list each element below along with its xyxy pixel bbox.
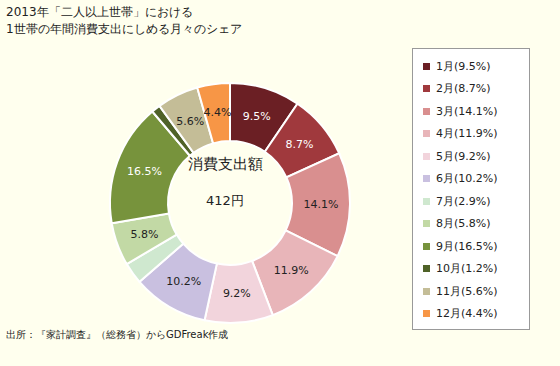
svg-text:消費支出額: 消費支出額 (188, 155, 263, 173)
svg-text:8.7%: 8.7% (286, 138, 314, 151)
html-text:出所：『家計調査』（総務省）からGDFreak作成: 出所：『家計調査』（総務省）からGDFreak作成 (6, 329, 229, 340)
html-text:1世帯の年間消費支出にしめる月々のシェア: 1世帯の年間消費支出にしめる月々のシェア (6, 22, 242, 36)
svg-text:9.5%: 9.5% (243, 110, 271, 123)
svg-text:14.1%: 14.1% (304, 198, 339, 211)
html-text:5月(9.2%): 5月(9.2%) (436, 149, 491, 163)
html-text:7月(2.9%): 7月(2.9%) (436, 194, 491, 208)
html-text:8月(5.8%): 8月(5.8%) (436, 217, 491, 231)
svg-text:10.2%: 10.2% (166, 275, 201, 288)
html-text:1月(9.5%): 1月(9.5%) (436, 59, 491, 73)
html-text:2013年「二人以上世帯」における: 2013年「二人以上世帯」における (6, 5, 193, 19)
html-text:12月(4.4%): 12月(4.4%) (436, 307, 498, 321)
html-text:10月(1.2%): 10月(1.2%) (436, 262, 498, 276)
html-text:9月(16.5%): 9月(16.5%) (436, 239, 498, 253)
svg-text:4.4%: 4.4% (203, 106, 231, 119)
svg-text:5.6%: 5.6% (176, 115, 204, 128)
html-text:3月(14.1%): 3月(14.1%) (436, 104, 498, 118)
svg-text:9.2%: 9.2% (223, 287, 251, 300)
svg-text:5.8%: 5.8% (131, 228, 159, 241)
html-text:6月(10.2%): 6月(10.2%) (436, 172, 498, 186)
html-text:11月(5.6%): 11月(5.6%) (436, 284, 498, 298)
svg-text:16.5%: 16.5% (127, 165, 162, 178)
svg-text:412円: 412円 (206, 193, 244, 208)
html-text:4月(11.9%): 4月(11.9%) (436, 127, 498, 141)
svg-text:11.9%: 11.9% (274, 264, 309, 277)
html-text:2月(8.7%): 2月(8.7%) (436, 82, 491, 96)
